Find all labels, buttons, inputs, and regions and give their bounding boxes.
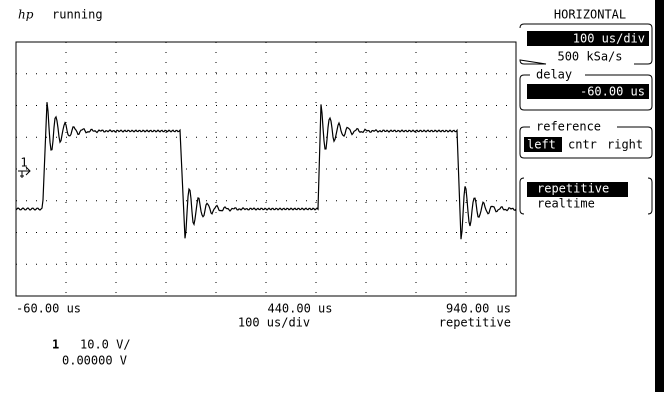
mode-softkey[interactable]: repetitive realtime: [519, 177, 653, 215]
reference-option[interactable]: cntr: [568, 138, 597, 152]
x-label: 940.00 us: [446, 302, 511, 316]
timebase-label: 100 us/div: [238, 316, 310, 330]
side-bar: [655, 0, 664, 392]
timebase-value: 100 us/div: [573, 32, 645, 46]
reference-label: reference: [536, 120, 601, 134]
delay-label: delay: [536, 68, 572, 82]
x-label: 440.00 us: [267, 302, 332, 316]
sample-rate: 500 kSa/s: [557, 50, 622, 64]
reference-option[interactable]: left: [527, 138, 556, 152]
reference-softkey[interactable]: reference left cntr right: [519, 120, 653, 159]
channel-number: 1: [52, 338, 59, 352]
panel-title: HORIZONTAL: [554, 8, 626, 22]
x-label: -60.00 us: [16, 302, 81, 316]
ground-arrow: [18, 166, 31, 178]
softkey-frame: [519, 126, 653, 159]
delay-value: -60.00 us: [580, 85, 645, 99]
logo: hp: [18, 8, 34, 22]
highlight: [527, 182, 628, 197]
highlight: [524, 137, 562, 152]
waveform-trace: [15, 102, 517, 240]
channel-offset: 0.00000 V: [62, 354, 127, 368]
mode-option[interactable]: repetitive: [537, 182, 609, 196]
mode-option[interactable]: realtime: [537, 197, 595, 211]
status: running: [52, 8, 103, 22]
highlight: [527, 84, 649, 99]
delay-softkey[interactable]: delay -60.00 us: [519, 68, 653, 111]
highlight: [527, 31, 649, 46]
mode-label: repetitive: [439, 316, 511, 330]
channel-scale: 10.0 V/: [80, 338, 131, 352]
ground-marker: 1: [20, 156, 27, 170]
softkey-frame: [519, 23, 653, 65]
softkey-frame: [519, 74, 653, 111]
softkey-frame: [519, 177, 653, 215]
timebase-softkey[interactable]: 100 us/div 500 kSa/s: [519, 23, 653, 65]
graticule: [15, 41, 517, 297]
reference-option[interactable]: right: [607, 138, 643, 152]
